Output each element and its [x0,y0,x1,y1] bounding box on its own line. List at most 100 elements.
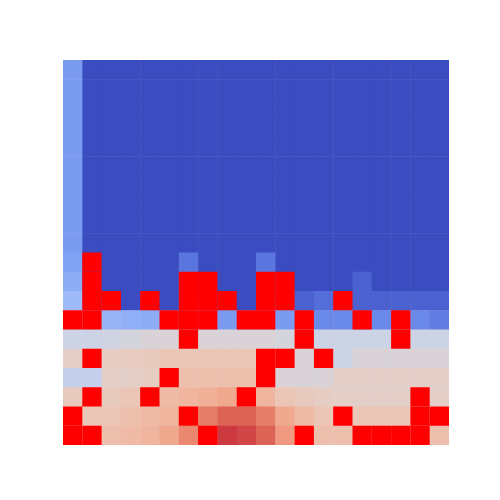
heatmap-cell [410,387,430,407]
heatmap-cell [82,118,102,138]
heatmap-cell [140,137,160,157]
heatmap-cell [140,253,160,273]
heatmap-cell [82,272,102,292]
heatmap-cell [217,137,237,157]
heatmap-cell [430,214,449,234]
heatmap-cell [82,60,102,80]
heatmap-cell [295,99,315,119]
masked-cell [391,330,410,349]
heatmap-cell [275,156,295,176]
heatmap-cell [391,330,411,350]
heatmap-cell [198,233,218,253]
heatmap-cell [102,60,122,80]
heatmap-cell [333,349,353,369]
masked-cell [63,310,82,329]
heatmap-cell [314,426,334,445]
heatmap-cell [217,349,237,369]
heatmap-cell [372,387,392,407]
heatmap-cell [160,387,180,407]
heatmap-cell [353,407,373,427]
masked-cell [198,426,217,445]
heatmap-cell [353,272,373,292]
masked-cell [82,291,101,310]
heatmap-cell [160,195,180,215]
heatmap-cell [430,137,449,157]
heatmap-cell [179,310,199,330]
heatmap-cell [82,137,102,157]
masked-cell [217,291,236,310]
heatmap-cell [256,118,276,138]
heatmap-cell [140,60,160,80]
heatmap-cell [391,368,411,388]
heatmap-cell [179,176,199,196]
masked-cell [353,426,372,445]
masked-cell [63,407,82,426]
heatmap-cell [237,214,257,234]
masked-cell [179,330,198,349]
heatmap-cell [198,156,218,176]
heatmap-cell [295,330,315,350]
heatmap-cell [82,330,102,350]
masked-cell [353,310,372,329]
heatmap-cell [372,233,392,253]
masked-cell [295,330,314,349]
heatmap-cell [314,195,334,215]
heatmap-cell [198,330,218,350]
heatmap-cell [333,60,353,80]
heatmap-cell [372,156,392,176]
heatmap-cell [372,60,392,80]
heatmap-cell [102,233,122,253]
heatmap-cell [102,407,122,427]
heatmap-cell [198,291,218,311]
heatmap-cell [314,176,334,196]
heatmap-cell [256,233,276,253]
heatmap-cell [160,156,180,176]
heatmap-cell [237,349,257,369]
masked-cell [256,349,275,368]
heatmap-cell [198,426,218,445]
masked-cell [140,387,159,406]
heatmap-cell [372,272,392,292]
heatmap-cell [333,79,353,99]
heatmap-cell [295,272,315,292]
heatmap-cell [217,310,237,330]
masked-cell [179,291,198,310]
heatmap-cell [160,426,180,445]
heatmap-cell [391,176,411,196]
heatmap-cell [140,118,160,138]
heatmap-cell [63,310,83,330]
heatmap-cell [410,137,430,157]
heatmap-cell [295,233,315,253]
heatmap-cell [160,368,180,388]
heatmap-cell [353,118,373,138]
heatmap-cell [430,387,449,407]
heatmap-cell [237,60,257,80]
heatmap-cell [179,349,199,369]
heatmap-cell [410,426,430,445]
heatmap-cell [102,291,122,311]
heatmap-cell [121,137,141,157]
heatmap-cell [275,349,295,369]
heatmap-cell [314,156,334,176]
masked-cell [410,426,429,445]
heatmap-cell [410,330,430,350]
heatmap-cell [140,349,160,369]
heatmap-cell [353,310,373,330]
heatmap-cell [353,176,373,196]
heatmap-cell [391,233,411,253]
heatmap-cell [314,330,334,350]
heatmap-cell [179,368,199,388]
heatmap-cell [63,387,83,407]
heatmap-cell [391,407,411,427]
heatmap-cell [63,349,83,369]
heatmap-cell [160,137,180,157]
heatmap-cell [179,387,199,407]
heatmap-cell [430,79,449,99]
heatmap-cell [372,349,392,369]
heatmap-cell [140,214,160,234]
heatmap-cell [275,195,295,215]
heatmap-cell [121,253,141,273]
heatmap-cell [63,407,83,427]
heatmap-cell [179,291,199,311]
heatmap-cell [82,156,102,176]
